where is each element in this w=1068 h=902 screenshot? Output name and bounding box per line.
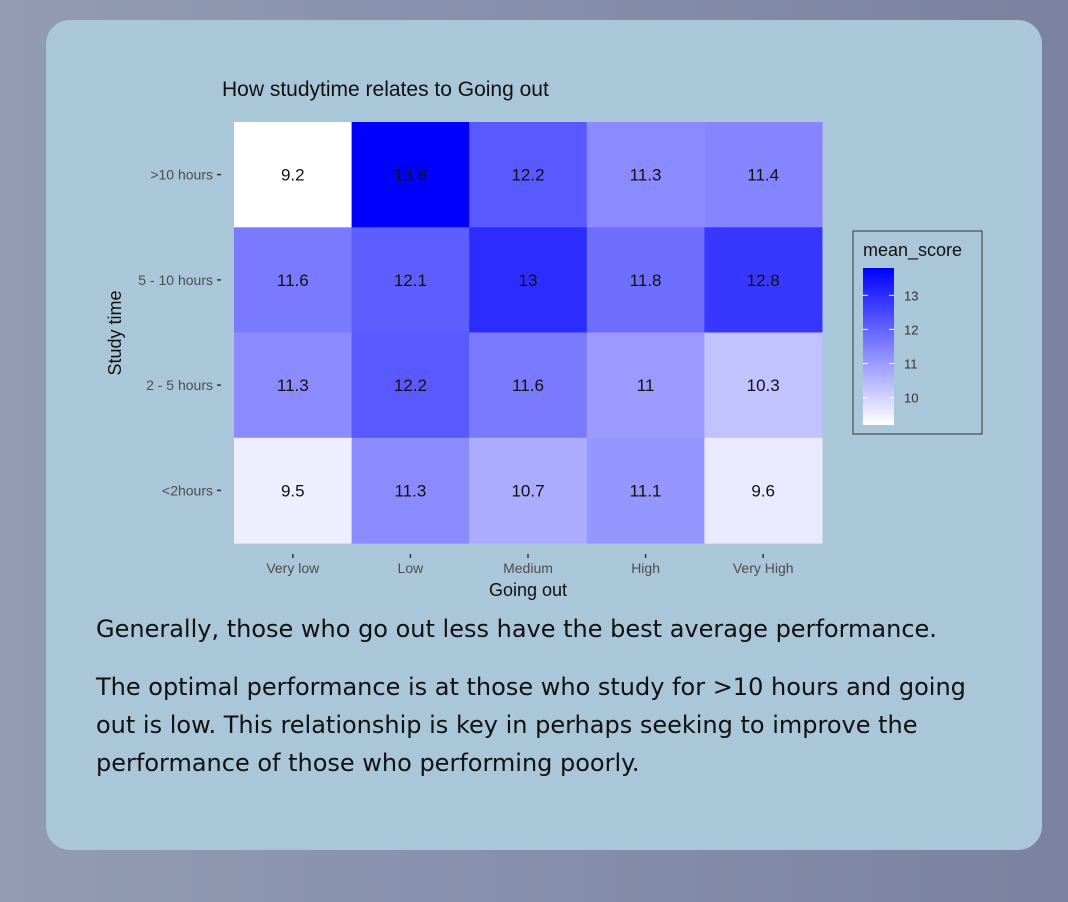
cell-value-label: 13.8 — [394, 166, 427, 185]
heatmap-cell-labels: 9.2 13.8 12.2 11.3 11.4 11.6 12.1 13 11.8 12.8 11.… — [277, 166, 780, 501]
heatmap-cell — [704, 332, 823, 439]
detail-paragraph: The optimal performance is at those who … — [96, 673, 966, 777]
y-axis: >10 hours 5 - 10 hours 2 - 5 hours <2hours — [138, 167, 221, 498]
cell-value-label: 11.1 — [630, 481, 662, 500]
legend-tick-label: 10 — [904, 391, 918, 406]
x-tick-label: Low — [398, 560, 425, 576]
cell-value-label: 11.4 — [747, 166, 779, 185]
cell-value-label: 11.8 — [630, 271, 662, 290]
x-tick-label: Very low — [266, 560, 320, 576]
x-tick-label: Medium — [503, 560, 553, 576]
heatmap-cell — [469, 122, 588, 228]
y-axis-title: Study time — [105, 290, 125, 375]
x-axis: Very low Low Medium High Very High — [266, 554, 794, 576]
legend-tick-label: 12 — [904, 322, 918, 337]
heatmap-cell — [586, 227, 705, 334]
heatmap-cell — [351, 437, 470, 544]
x-tick-label: Very High — [733, 560, 794, 576]
chart-title: How studytime relates to Going out — [222, 78, 549, 101]
heatmap-cell — [704, 227, 823, 334]
heatmap-cell — [234, 122, 353, 228]
y-tick-label: >10 hours — [150, 167, 213, 183]
heatmap-cell — [586, 332, 705, 439]
heatmap-cell — [351, 122, 470, 228]
heatmap-cell — [234, 227, 353, 334]
heatmap-cell — [234, 437, 353, 544]
cell-value-label: 12.2 — [511, 166, 544, 185]
x-tick-label: High — [631, 560, 660, 576]
heatmap-cell — [469, 227, 588, 334]
legend-title: mean_score — [863, 240, 962, 261]
heatmap-cells — [234, 122, 823, 544]
heatmap-cell — [469, 332, 588, 439]
cell-value-label: 10.7 — [511, 481, 544, 500]
content-card: How studytime relates to Going out 9.2 13… — [46, 20, 1042, 850]
cell-value-label: 13 — [519, 271, 538, 290]
cell-value-label: 10.3 — [747, 376, 780, 395]
legend-tick-label: 11 — [904, 357, 918, 372]
cell-value-label: 11 — [637, 376, 655, 395]
heatmap-cell — [586, 437, 705, 544]
legend-colorbar — [863, 268, 894, 425]
cell-value-label: 9.6 — [751, 481, 775, 500]
heatmap-cell — [469, 437, 588, 544]
heatmap-cell — [704, 437, 823, 544]
heatmap-cell — [351, 227, 470, 334]
legend: mean_score 13 12 11 10 — [852, 230, 983, 435]
cell-value-label: 12.2 — [394, 376, 427, 395]
legend-box — [852, 230, 983, 435]
legend-tick-label: 13 — [904, 288, 918, 303]
cell-value-label: 11.6 — [512, 376, 544, 395]
heatmap-cell — [586, 122, 705, 228]
heatmap-cell — [234, 332, 353, 439]
heatmap-cell — [704, 122, 823, 228]
legend-ticks: 13 12 11 10 — [863, 288, 918, 406]
cell-value-label: 9.2 — [281, 166, 305, 185]
cell-value-label: 12.8 — [747, 271, 780, 290]
cell-value-label: 11.3 — [394, 481, 426, 500]
summary-paragraph: Generally, those who go out less have th… — [96, 615, 937, 643]
cell-value-label: 9.5 — [281, 481, 305, 500]
cell-value-label: 11.6 — [277, 271, 309, 290]
cell-value-label: 11.3 — [630, 166, 662, 185]
y-tick-label: 5 - 10 hours — [138, 272, 213, 288]
heatmap-cell — [351, 332, 470, 439]
cell-value-label: 11.3 — [277, 376, 309, 395]
y-tick-label: 2 - 5 hours — [146, 377, 213, 393]
heatmap-chart: How studytime relates to Going out 9.2 13… — [105, 78, 983, 600]
x-axis-title: Going out — [489, 580, 567, 600]
y-tick-label: <2hours — [162, 482, 213, 498]
cell-value-label: 12.1 — [394, 271, 427, 290]
